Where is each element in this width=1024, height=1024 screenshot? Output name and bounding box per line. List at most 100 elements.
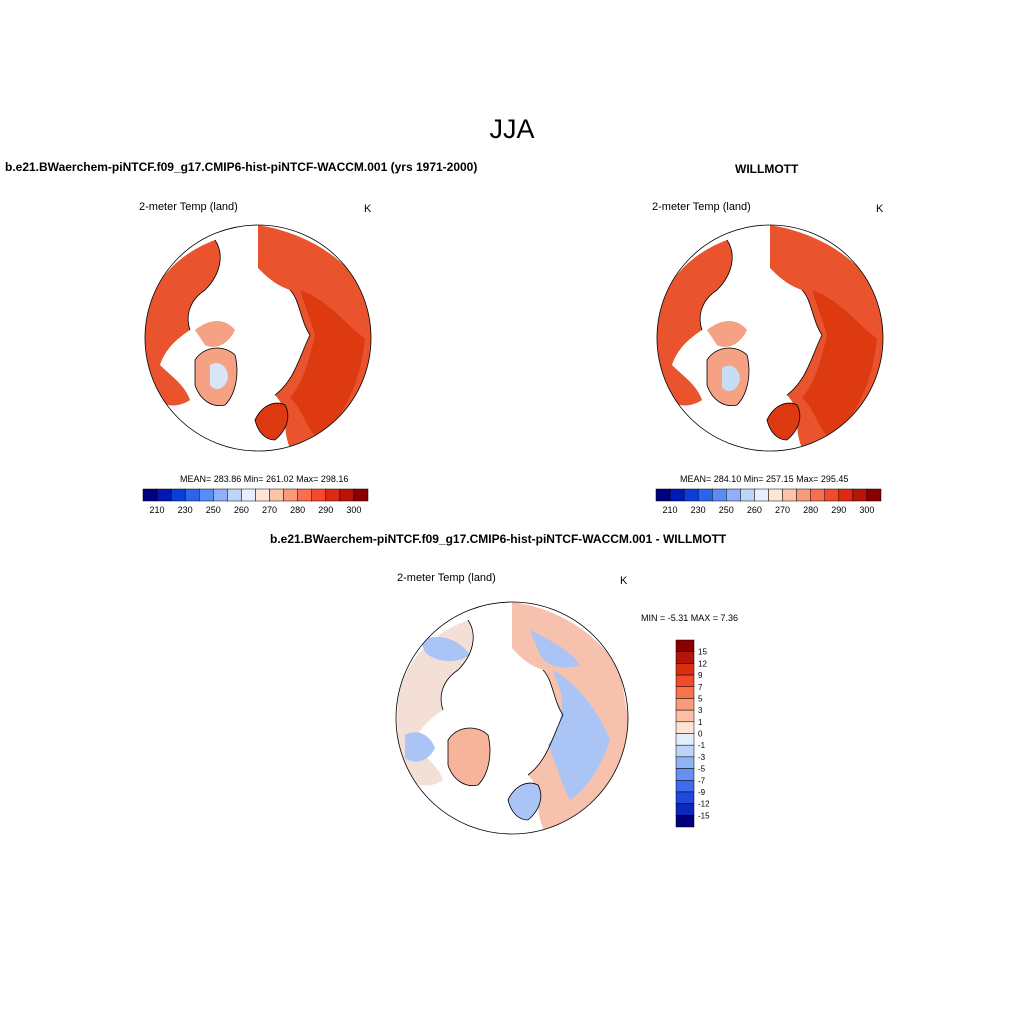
colorbar-obs-swatch bbox=[838, 488, 854, 502]
panel-diff-title: b.e21.BWaerchem-piNTCF.f09_g17.CMIP6-his… bbox=[270, 532, 727, 546]
colorbar-obs-label: 210 bbox=[663, 505, 678, 515]
colorbar-obs-label: 270 bbox=[775, 505, 790, 515]
colorbar-diff-label: 1 bbox=[698, 718, 703, 727]
colorbar-model-label: 230 bbox=[178, 505, 193, 515]
colorbar-obs-label: 260 bbox=[747, 505, 762, 515]
colorbar-obs-swatch bbox=[768, 488, 783, 502]
panel-model-stats: MEAN= 283.86 Min= 261.02 Max= 298.16 bbox=[180, 474, 349, 484]
colorbar-model-swatch bbox=[184, 488, 200, 502]
panel-obs-title: WILLMOTT bbox=[735, 162, 799, 176]
map-difference bbox=[395, 601, 629, 835]
colorbar-obs-swatch bbox=[852, 488, 868, 502]
colorbar-obs-swatch bbox=[697, 488, 713, 502]
colorbar-diff-label: 0 bbox=[698, 730, 703, 739]
colorbar-model-swatch bbox=[156, 488, 172, 502]
colorbar-model-swatch bbox=[255, 488, 270, 502]
colorbar-diff-label: 15 bbox=[698, 648, 707, 657]
colorbar-diff-label: 5 bbox=[698, 694, 703, 703]
colorbar-obs-swatch bbox=[782, 488, 797, 502]
panel-diff-units: K bbox=[620, 575, 628, 587]
colorbar-diff-swatch bbox=[675, 803, 695, 816]
colorbar-model-swatch bbox=[339, 488, 355, 502]
colorbar-diff-label: -3 bbox=[698, 753, 706, 762]
colorbar-model-swatch bbox=[269, 488, 284, 502]
colorbar-obs-label: 300 bbox=[859, 505, 874, 515]
panel-obs-units: K bbox=[876, 203, 884, 215]
north-america-land bbox=[657, 240, 733, 406]
colorbar-model-swatch bbox=[311, 488, 327, 502]
colorbar-model-swatch bbox=[227, 488, 242, 502]
colorbar-diff-swatch bbox=[675, 744, 695, 758]
colorbar-diff-swatch bbox=[675, 768, 695, 781]
colorbar-obs-swatch bbox=[712, 488, 727, 502]
colorbar-obs-swatch bbox=[866, 488, 882, 502]
colorbar-diff-label: 7 bbox=[698, 683, 703, 692]
panel-diff-variable: 2-meter Temp (land) bbox=[397, 572, 496, 584]
colorbar-model-label: 210 bbox=[150, 505, 165, 515]
colorbar-diff-swatch bbox=[675, 815, 695, 828]
colorbar-model-label: 250 bbox=[206, 505, 221, 515]
colorbar-diff-label: 12 bbox=[698, 659, 707, 668]
colorbar-diff-label: -12 bbox=[698, 800, 710, 809]
colorbar-obs-label: 280 bbox=[803, 505, 818, 515]
colorbar-obs-swatch bbox=[796, 488, 811, 502]
colorbar-obs-swatch bbox=[726, 488, 741, 502]
colorbar-diff-label: -7 bbox=[698, 776, 706, 785]
panel-obs-stats: MEAN= 284.10 Min= 257.15 Max= 295.45 bbox=[680, 474, 849, 484]
colorbar-diff-swatch bbox=[675, 686, 695, 699]
colorbar-model-swatch bbox=[170, 488, 186, 502]
colorbar-obs-swatch bbox=[655, 488, 671, 502]
panel-model-title: b.e21.BWaerchem-piNTCF.f09_g17.CMIP6-his… bbox=[5, 160, 478, 174]
colorbar-obs-label: 230 bbox=[691, 505, 706, 515]
colorbar-diff-swatch bbox=[675, 780, 695, 793]
north-america-land bbox=[145, 240, 221, 406]
colorbar-model-label: 300 bbox=[346, 505, 361, 515]
colorbar-diff-swatch bbox=[675, 756, 695, 769]
colorbar-obs-swatch bbox=[754, 488, 769, 502]
map-obs bbox=[656, 224, 884, 452]
colorbar-diff-swatch bbox=[675, 721, 695, 734]
colorbar-diff-swatch bbox=[675, 651, 695, 664]
colorbar-model-swatch bbox=[325, 488, 341, 502]
colorbar-model-swatch bbox=[283, 488, 298, 502]
colorbar-difference: 15 12 9 7 5 3 1 0 -1 -3 -5 -7 -9 -12 -15 bbox=[675, 639, 710, 828]
colorbar-diff-swatch bbox=[675, 733, 695, 746]
colorbar-obs-label: 250 bbox=[719, 505, 734, 515]
colorbar-model-label: 260 bbox=[234, 505, 249, 515]
panel-diff-stats: MIN = -5.31 MAX = 7.36 bbox=[641, 613, 739, 623]
colorbar-diff-label: 3 bbox=[698, 706, 703, 715]
colorbar-diff-label: -5 bbox=[698, 765, 706, 774]
colorbar-diff-swatch bbox=[675, 639, 695, 652]
colorbar-diff-swatch bbox=[675, 709, 695, 723]
colorbar-diff-label: -9 bbox=[698, 788, 706, 797]
colorbar-diff-swatch bbox=[675, 663, 695, 676]
colorbar-model-swatch bbox=[142, 488, 158, 502]
colorbar-model-swatch bbox=[353, 488, 369, 502]
colorbar-model: 210 230 250 260 270 280 290 300 bbox=[142, 488, 369, 515]
colorbar-obs: 210 230 250 260 270 280 290 300 bbox=[655, 488, 882, 515]
figure-title: JJA bbox=[489, 114, 535, 144]
panel-obs-variable: 2-meter Temp (land) bbox=[652, 201, 751, 213]
colorbar-obs-swatch bbox=[669, 488, 685, 502]
colorbar-obs-swatch bbox=[810, 488, 825, 502]
colorbar-model-swatch bbox=[213, 488, 228, 502]
colorbar-obs-label: 290 bbox=[831, 505, 846, 515]
panel-model-units: K bbox=[364, 203, 372, 215]
colorbar-diff-label: -1 bbox=[698, 741, 706, 750]
colorbar-diff-swatch bbox=[675, 698, 695, 711]
colorbar-diff-swatch bbox=[675, 791, 695, 804]
colorbar-model-label: 280 bbox=[290, 505, 305, 515]
colorbar-diff-label: 9 bbox=[698, 671, 703, 680]
colorbar-diff-swatch bbox=[675, 674, 695, 687]
scandinavia-land bbox=[767, 403, 800, 440]
colorbar-model-label: 270 bbox=[262, 505, 277, 515]
colorbar-obs-swatch bbox=[683, 488, 699, 502]
colorbar-model-swatch bbox=[199, 488, 214, 502]
map-model bbox=[144, 224, 372, 452]
colorbar-obs-swatch bbox=[824, 488, 840, 502]
colorbar-diff-label: -15 bbox=[698, 811, 710, 820]
colorbar-obs-swatch bbox=[740, 488, 755, 502]
colorbar-model-swatch bbox=[241, 488, 256, 502]
colorbar-model-swatch bbox=[297, 488, 312, 502]
colorbar-model-label: 290 bbox=[318, 505, 333, 515]
